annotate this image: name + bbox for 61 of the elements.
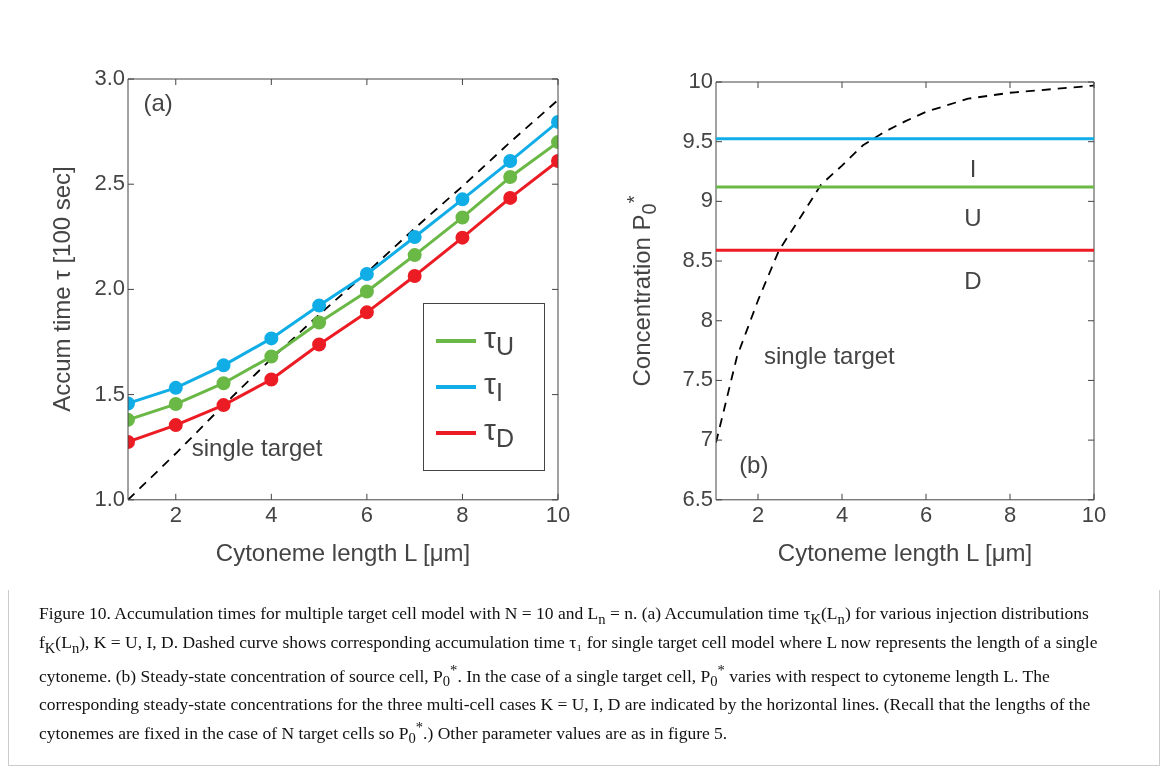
point <box>455 192 470 207</box>
text: Figure 10. Accumulation times for multiple target cell model with N = 10 and L$_{n}$ = n. (a) Accumulation time τ$_{K}$(L$_{n}$) for various injection distributions f$_{K}$(L$_{n}$), K = U, I, D. Dashed curve shows corresponding accumulation time τ₁ for single target cell model where L now represents the length of a single cytoneme. (b) Steady-state concentration of source cell, P$_{0}$$^{*}$. In the case of a single target cell, P$_{0}$$^{*}$ varies with respect to cytoneme length L. The corresponding steady-state concentrations for the three multi-cell cases K = U, I, D are indicated by the horizontal lines. (Recall that the lengths of the cytonemes are fixed in the case of N target cells so P$_{0}$$^{*}$.) Other parameter values are as in figure 5. <box>39 603 1098 747</box>
ref-line-label: U <box>964 203 982 231</box>
legend-label: τ$_{U}$ <box>484 320 514 361</box>
point <box>168 397 183 412</box>
point <box>359 267 374 282</box>
point <box>264 331 279 346</box>
y-tick-label: 1.0 <box>94 485 125 511</box>
x-tick-label: 6 <box>360 502 374 528</box>
point <box>264 372 279 387</box>
point <box>168 380 183 395</box>
y-tick-label: 2.5 <box>94 170 125 196</box>
point <box>216 376 231 391</box>
y-tick-label: 7 <box>700 426 713 452</box>
x-tick-label: 10 <box>545 502 571 528</box>
y-tick-label: 1.5 <box>94 380 125 406</box>
point <box>264 349 279 364</box>
point <box>503 154 518 169</box>
legend-label: τ$_{D}$ <box>484 412 514 453</box>
x-tick-label: 6 <box>919 502 933 528</box>
point <box>407 230 422 245</box>
x-axis-title: Cytoneme length L [μm] <box>215 539 471 567</box>
x-tick-label: 2 <box>169 502 182 528</box>
point <box>455 230 470 245</box>
point <box>407 248 422 263</box>
point <box>359 284 374 299</box>
y-tick-label: 6.5 <box>682 485 713 511</box>
ref-line-label: I <box>969 155 977 183</box>
y-tick-label: 9 <box>700 187 713 213</box>
y-tick-label: 8.5 <box>682 247 713 273</box>
y-tick-label: 3.0 <box>94 65 125 91</box>
ref-line-label: D <box>964 266 982 294</box>
x-tick-label: 4 <box>265 502 278 528</box>
annotation: (a) <box>143 88 173 116</box>
annotation: (b) <box>739 451 769 478</box>
point <box>503 170 518 185</box>
y-tick-label: 10 <box>688 68 713 94</box>
y-tick-label: 8 <box>700 306 713 332</box>
point <box>168 418 183 433</box>
y-tick-label: 9.5 <box>682 127 713 153</box>
legend-label: τ$_{I}$ <box>484 366 503 407</box>
x-tick-label: 8 <box>1003 502 1017 528</box>
point <box>359 305 374 320</box>
x-tick-label: 4 <box>835 502 849 528</box>
point <box>312 298 327 313</box>
y-tick-label: 7.5 <box>682 366 713 392</box>
x-tick-label: 2 <box>751 502 765 528</box>
y-axis-title: Accum time τ [100 sec] <box>48 166 76 413</box>
point <box>455 210 470 225</box>
point <box>407 268 422 283</box>
point <box>312 315 327 330</box>
x-tick-label: 8 <box>456 502 469 528</box>
point <box>216 358 231 373</box>
x-tick-label: 10 <box>1081 502 1107 528</box>
x-axis-title: Cytoneme length L [μm] <box>777 539 1033 567</box>
annotation: single target <box>764 342 896 370</box>
y-tick-label: 2.0 <box>94 275 125 301</box>
point <box>312 337 327 352</box>
annotation: single target <box>191 433 323 461</box>
point <box>503 190 518 205</box>
point <box>216 398 231 413</box>
